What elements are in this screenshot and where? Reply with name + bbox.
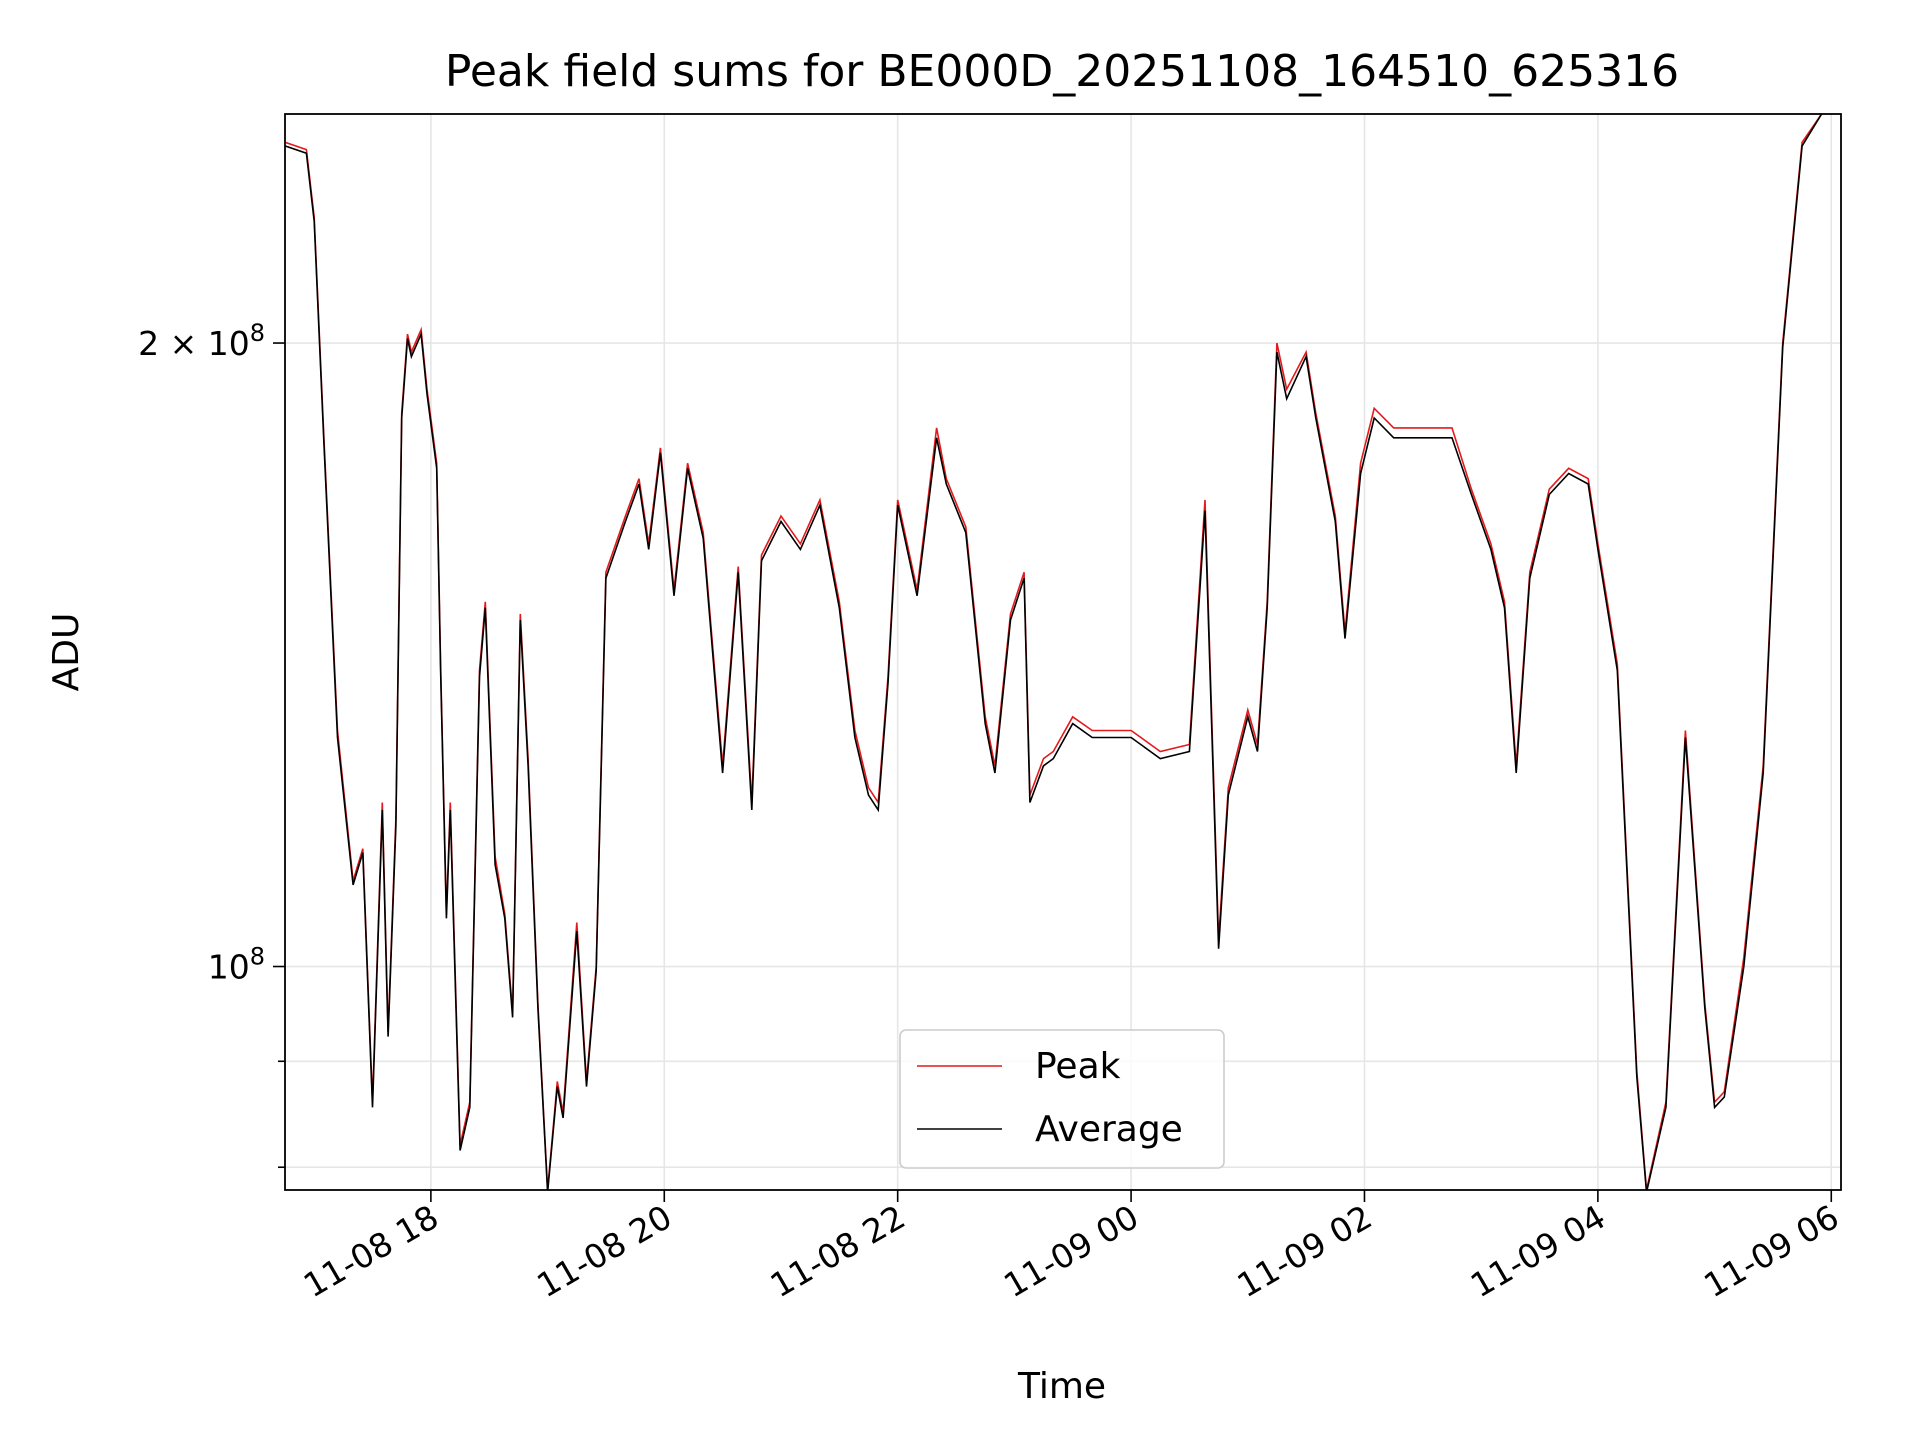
series-line-average [285, 114, 1823, 1190]
y-tick-label: 2 × 108 [138, 319, 265, 363]
y-axis: 108 2 × 108 [138, 319, 285, 1169]
legend-label-average: Average [1035, 1109, 1183, 1150]
legend: Peak Average [899, 1029, 1225, 1169]
y-axis-label: ADU [46, 613, 87, 692]
x-axis-label: Time [1017, 1366, 1106, 1407]
grid [285, 114, 1841, 1190]
y-tick-label: 108 [208, 943, 265, 987]
chart-title: Peak field sums for BE000D_20251108_1645… [445, 46, 1679, 97]
plot-frame [284, 113, 1842, 1191]
legend-box [899, 1029, 1225, 1169]
plot-lines [285, 114, 1823, 1190]
legend-label-peak: Peak [1035, 1046, 1121, 1087]
